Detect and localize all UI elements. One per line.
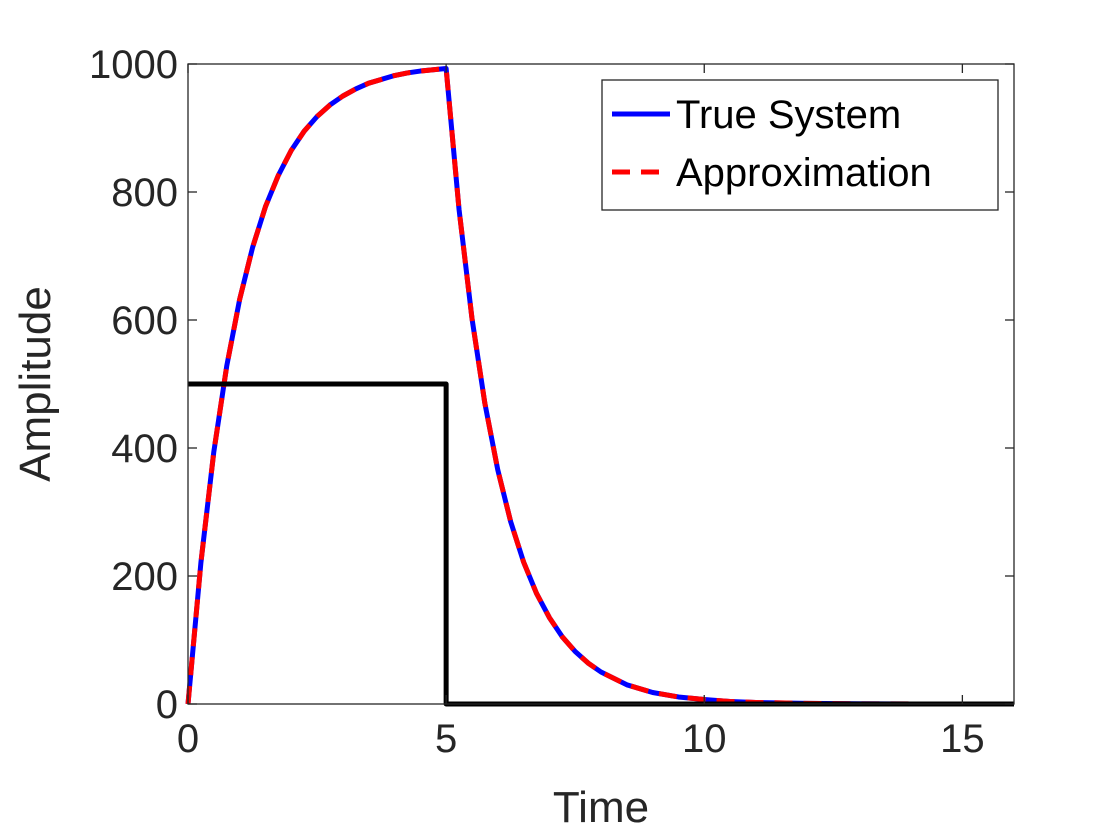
legend-label-approximation: Approximation (676, 151, 932, 195)
legend: True System Approximation (601, 79, 999, 211)
series-line-approximation (185, 65, 1015, 707)
y-tick-label: 800 (111, 171, 178, 215)
y-axis-label: Amplitude (11, 286, 60, 482)
y-tick-label: 0 (156, 683, 178, 727)
x-tick-label: 0 (177, 717, 199, 761)
x-tick-label: 15 (940, 717, 985, 761)
y-tick-label: 600 (111, 299, 178, 343)
x-tick-label: 5 (435, 717, 457, 761)
y-tick-label: 1000 (89, 43, 178, 87)
axes-box (187, 63, 1015, 705)
x-tick-label: 10 (682, 717, 727, 761)
tick-layer: 0 5 10 15 0 200 400 600 800 1000 (89, 43, 1014, 761)
x-axis-label: Time (553, 783, 649, 832)
legend-box (601, 79, 999, 211)
y-tick-label: 400 (111, 427, 178, 471)
legend-label-true-system: True System (676, 93, 901, 137)
y-tick-label: 200 (111, 555, 178, 599)
